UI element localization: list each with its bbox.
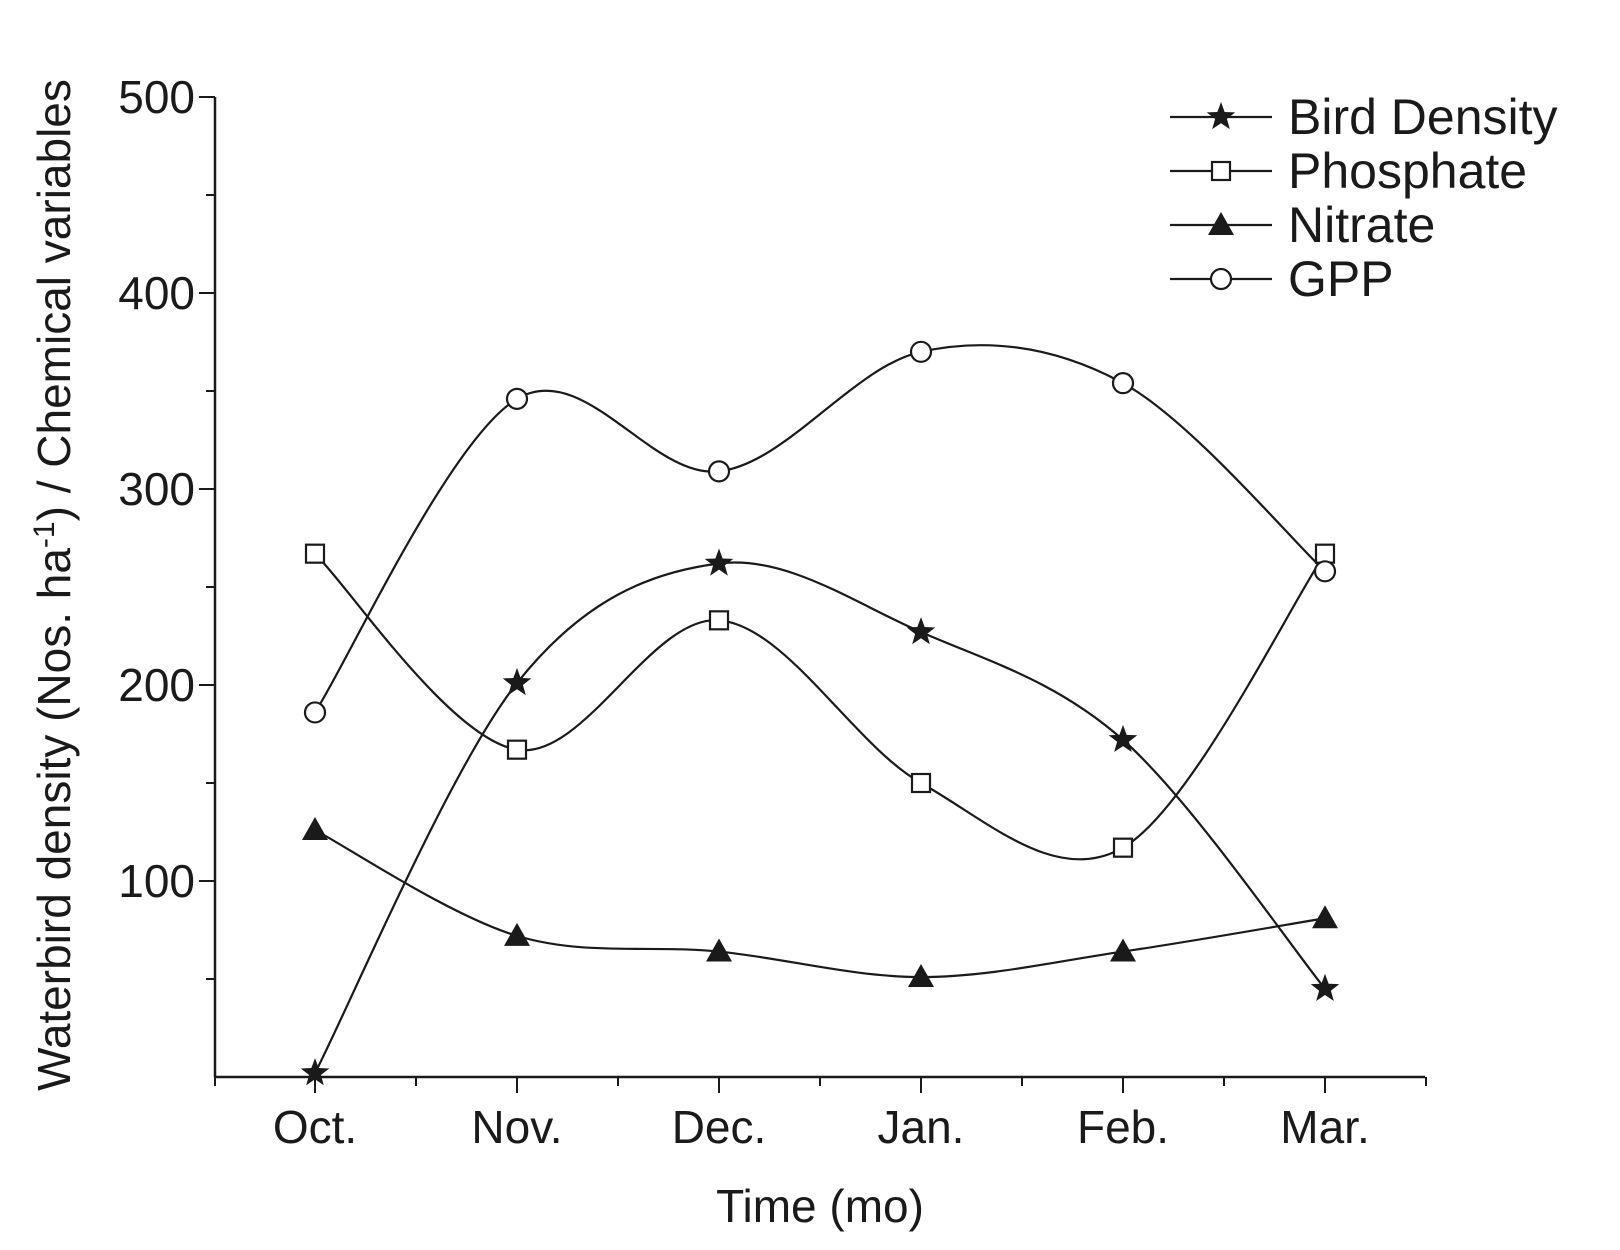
data-point-bird-density (1108, 724, 1138, 753)
data-point-gpp (707, 460, 731, 483)
data-point-nitrate (302, 817, 328, 841)
y-tick-label: 100 (118, 855, 195, 907)
data-point-phosphate (708, 610, 730, 631)
y-axis-title: Waterbird density (Nos. ha-1) / Chemical… (28, 79, 80, 1091)
y-tick-label: 300 (118, 463, 195, 515)
data-point-gpp (505, 387, 529, 410)
data-point-nitrate (1110, 938, 1136, 962)
data-point-gpp (303, 701, 327, 724)
series-line-nitrate (314, 829, 1326, 979)
data-point-phosphate (910, 772, 932, 794)
x-axis-title: Time (mo) (716, 1180, 924, 1232)
series-line-gpp (314, 344, 1326, 714)
data-point-bird-density (502, 668, 532, 696)
series-bird-density (300, 548, 1340, 1086)
x-tick-label: Mar. (1280, 1101, 1369, 1153)
x-tick-label: Dec. (672, 1101, 767, 1153)
data-point-gpp (1313, 560, 1337, 583)
series-phosphate (304, 543, 1336, 861)
y-tick-label: 500 (118, 71, 195, 123)
data-point-phosphate (304, 543, 326, 564)
y-tick-label: 400 (118, 267, 195, 319)
x-tick-label: Nov. (471, 1101, 562, 1153)
y-axis-title-suffix: ) / Chemical variables (28, 79, 80, 521)
legend-item-gpp: GPP (1170, 251, 1394, 307)
data-point-nitrate (706, 938, 732, 962)
legend-item-bird-density: Bird Density (1170, 89, 1558, 145)
data-point-bird-density (1310, 973, 1340, 1001)
series-layer (300, 340, 1340, 1086)
data-point-bird-density (906, 617, 936, 645)
y-axis-title-prefix: Waterbird density (Nos. ha (28, 548, 80, 1091)
legend-item-nitrate: Nitrate (1170, 197, 1435, 253)
data-point-gpp (909, 340, 933, 363)
y-tick-label: 200 (118, 659, 195, 711)
data-point-bird-density (300, 1058, 330, 1086)
legend-item-phosphate: Phosphate (1170, 143, 1527, 199)
axes (213, 97, 1425, 1079)
data-point-bird-density (704, 548, 734, 576)
tick-marks (199, 96, 1427, 1093)
data-point-nitrate (504, 922, 530, 946)
legend-marker-phosphate (1210, 160, 1232, 182)
series-line-bird-density (314, 561, 1326, 1074)
data-point-nitrate (1312, 905, 1338, 929)
y-axis-title-superscript: -1 (28, 521, 61, 548)
data-point-phosphate (1112, 837, 1134, 858)
legend-label: Bird Density (1288, 89, 1558, 145)
series-nitrate (302, 817, 1338, 988)
x-tick-label: Oct. (273, 1101, 357, 1153)
legend-marker-nitrate (1208, 212, 1234, 235)
series-gpp (303, 340, 1337, 724)
legend-label: Nitrate (1288, 197, 1435, 253)
x-tick-label: Jan. (878, 1101, 965, 1153)
x-tick-label: Feb. (1077, 1101, 1169, 1153)
legend-marker-bird-density (1206, 102, 1236, 130)
legend-marker-gpp (1209, 267, 1233, 291)
data-point-gpp (1111, 372, 1135, 395)
tick-labels: 100 200 300 400 500 Oct. Nov. Dec. Jan. Feb. Mar. (118, 71, 1369, 1153)
data-point-phosphate (506, 739, 528, 760)
legend-label: GPP (1288, 251, 1394, 307)
data-point-nitrate (908, 964, 934, 988)
series-line-phosphate (314, 552, 1326, 861)
legend-label: Phosphate (1288, 143, 1527, 199)
data-point-phosphate (1314, 543, 1336, 564)
